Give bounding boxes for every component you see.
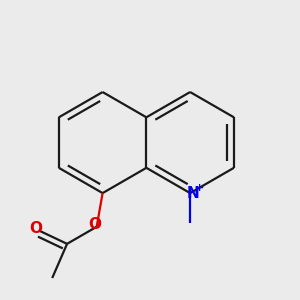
- Text: O: O: [29, 220, 42, 236]
- Text: +: +: [195, 183, 204, 193]
- Text: O: O: [89, 217, 102, 232]
- Text: N: N: [186, 186, 199, 201]
